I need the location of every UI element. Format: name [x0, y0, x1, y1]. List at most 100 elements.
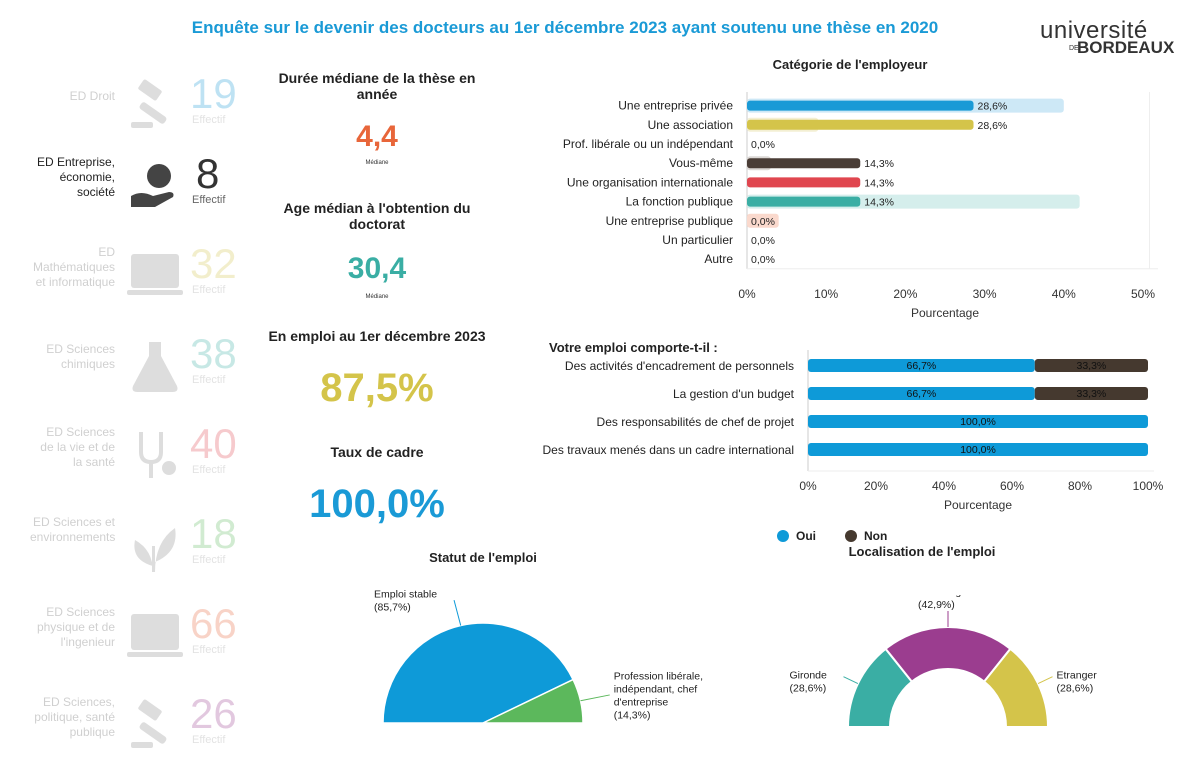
- x-tick-label: 100%: [1133, 479, 1164, 493]
- legend-marker-non: [845, 530, 857, 542]
- data-label: 33,3%: [1076, 388, 1106, 400]
- stethoscope-icon: [139, 432, 176, 478]
- ed-name: ED Entreprise, économie, société: [36, 155, 115, 199]
- x-tick-label: 0%: [799, 479, 817, 493]
- ed-name: ED Sciences physique et de l'ingenieur: [36, 605, 115, 649]
- kpi-age-title: Age médian à l'obtention du doctorat: [283, 200, 471, 232]
- ed-item-ed-droit[interactable]: ED Droit 19 Effectif: [30, 70, 270, 150]
- kpi-cadre-title: Taux de cadre: [330, 444, 424, 460]
- ed-effectif-label: Effectif: [192, 374, 226, 386]
- logo-bordeaux: BORDEAUX: [1077, 38, 1175, 57]
- ed-item-ed-sciences-politique-sante-publique[interactable]: ED Sciences, politique, santé publique 26…: [30, 690, 270, 770]
- bar-oui: [808, 443, 1148, 456]
- x-tick-label: 30%: [973, 287, 997, 301]
- ed-count: 66: [190, 600, 237, 647]
- bar: [747, 196, 861, 207]
- ed-effectif-label: Effectif: [192, 644, 226, 656]
- category-label: Des responsabilités de chef de projet: [597, 415, 795, 429]
- ed-count: 32: [190, 240, 237, 287]
- bar: [747, 158, 861, 169]
- category-label: Des activités d'encadrement de personnel…: [565, 359, 794, 373]
- category-label: Un particulier: [662, 233, 733, 247]
- plot-edge: [1149, 92, 1150, 269]
- pie-connector: [453, 600, 462, 626]
- gavel-icon: [131, 699, 167, 748]
- category-label: Une organisation internationale: [567, 175, 733, 189]
- ed-item-ed-sciences-physique-et-de-l-ingenieur[interactable]: ED Sciences physique et de l'ingenieur 66…: [30, 600, 270, 680]
- location-chart-title: Localisation de l'emploi: [848, 544, 996, 559]
- category-label: Autre: [704, 252, 733, 266]
- ed-count: 40: [190, 420, 237, 467]
- ed-effectif-label: Effectif: [192, 284, 226, 296]
- legend-label-oui: Oui: [796, 529, 816, 543]
- ed-item-ed-sciences-et-environnements[interactable]: ED Sciences et environnements 18 Effectif: [30, 510, 270, 590]
- money-hand-icon: [131, 164, 174, 207]
- pie-label: Profession libérale, indépendant, chef d'e…: [614, 670, 703, 721]
- kpi-emploi-title: En emploi au 1er décembre 2023: [268, 328, 486, 344]
- donut-slice-etranger: [982, 647, 1050, 728]
- category-label: Une entreprise privée: [618, 99, 733, 113]
- data-label: 14,3%: [864, 177, 894, 189]
- data-label: 14,3%: [864, 158, 894, 170]
- data-label: 28,6%: [978, 101, 1008, 113]
- category-label: Des travaux menés dans un cadre internat…: [543, 443, 794, 457]
- ed-item-ed-sciences-de-la-vie-et-de-la-sante[interactable]: ED Sciences de la vie et de la santé 40 Ef…: [30, 420, 270, 500]
- ed-count: 19: [190, 70, 237, 117]
- category-label: La fonction publique: [626, 195, 734, 209]
- page-title: Enquête sur le devenir des docteurs au 1…: [191, 18, 939, 37]
- employer-chart: 0% 10% 20% 30% 40% 50% Pourcentage Une entrepri…: [563, 92, 1158, 320]
- kpi-age-value: 30,4: [347, 252, 407, 285]
- bar: [747, 177, 861, 188]
- kpi-cadre-value: 100,0%: [309, 482, 445, 526]
- data-label: 14,3%: [864, 197, 894, 209]
- duties-chart: 0% 20% 40% 60% 80% 100% Pourcentage Des activit…: [543, 350, 1164, 543]
- ed-effectif-label: Effectif: [192, 464, 226, 476]
- data-label: 66,7%: [906, 388, 936, 400]
- flask-icon: [132, 342, 178, 392]
- ed-item-ed-entreprise-economie-societe[interactable]: ED Entreprise, économie, société 8 Effecti…: [30, 150, 270, 230]
- data-label: 100,0%: [960, 444, 996, 456]
- pie-slice-emploi-stable: [382, 622, 575, 724]
- data-label: 0,0%: [751, 235, 775, 247]
- ed-name: ED Sciences de la vie et de la santé: [40, 425, 115, 469]
- donut-label: Etranger (28,6%): [1057, 670, 1098, 695]
- ed-item-ed-mathematiques-et-informatique[interactable]: ED Mathématiques et informatique 32 Effect…: [30, 240, 270, 320]
- donut-connector: [1037, 676, 1053, 685]
- x-tick-label: 40%: [1052, 287, 1076, 301]
- duties-chart-title: Votre emploi comporte-t-il :: [549, 340, 718, 355]
- donut-connector: [843, 676, 859, 685]
- category-label: Vous-même: [669, 156, 733, 170]
- status-chart-title: Statut de l'emploi: [429, 550, 537, 565]
- kpi-duree-value: 4,4: [356, 120, 398, 153]
- pie-connector: [580, 694, 610, 702]
- ed-name: ED Sciences et environnements: [30, 515, 116, 544]
- bar-oui: [808, 415, 1148, 428]
- data-label: 0,0%: [751, 216, 775, 228]
- kpi-duree-sub: Médiane: [365, 160, 389, 166]
- category-label: La gestion d'un budget: [673, 387, 795, 401]
- ed-item-ed-sciences-chimiques[interactable]: ED Sciences chimiques 38 Effectif: [30, 330, 270, 410]
- ed-effectif-label: Effectif: [192, 734, 226, 746]
- ed-count: 18: [190, 510, 237, 557]
- ed-name: ED Sciences chimiques: [46, 342, 115, 371]
- x-tick-label: 50%: [1131, 287, 1155, 301]
- ed-count: 38: [190, 330, 237, 377]
- kpi-duree-title: Durée médiane de la thèse en année: [278, 70, 476, 102]
- ed-effectif-label: Effectif: [192, 194, 226, 206]
- data-label: 33,3%: [1076, 360, 1106, 372]
- pie-label: Emploi stable (85,7%): [374, 590, 437, 614]
- bar: [747, 100, 974, 111]
- legend-label-non: Non: [864, 529, 887, 543]
- kpi-age-sub: Médiane: [365, 294, 389, 300]
- x-tick-label: 20%: [864, 479, 888, 493]
- x-tick-label: 0%: [738, 287, 756, 301]
- x-axis-title: Pourcentage: [944, 498, 1012, 512]
- x-tick-label: 60%: [1000, 479, 1024, 493]
- reference-bar: [747, 213, 779, 228]
- category-label: Prof. libérale ou un indépendant: [563, 137, 734, 151]
- bar-oui: [808, 387, 1035, 400]
- math-board-icon: [127, 254, 183, 295]
- x-axis-title: Pourcentage: [911, 306, 979, 320]
- pie-slice-profession-liberale-independant-chef-d-entreprise: [482, 678, 584, 724]
- ed-effectif-label: Effectif: [192, 114, 226, 126]
